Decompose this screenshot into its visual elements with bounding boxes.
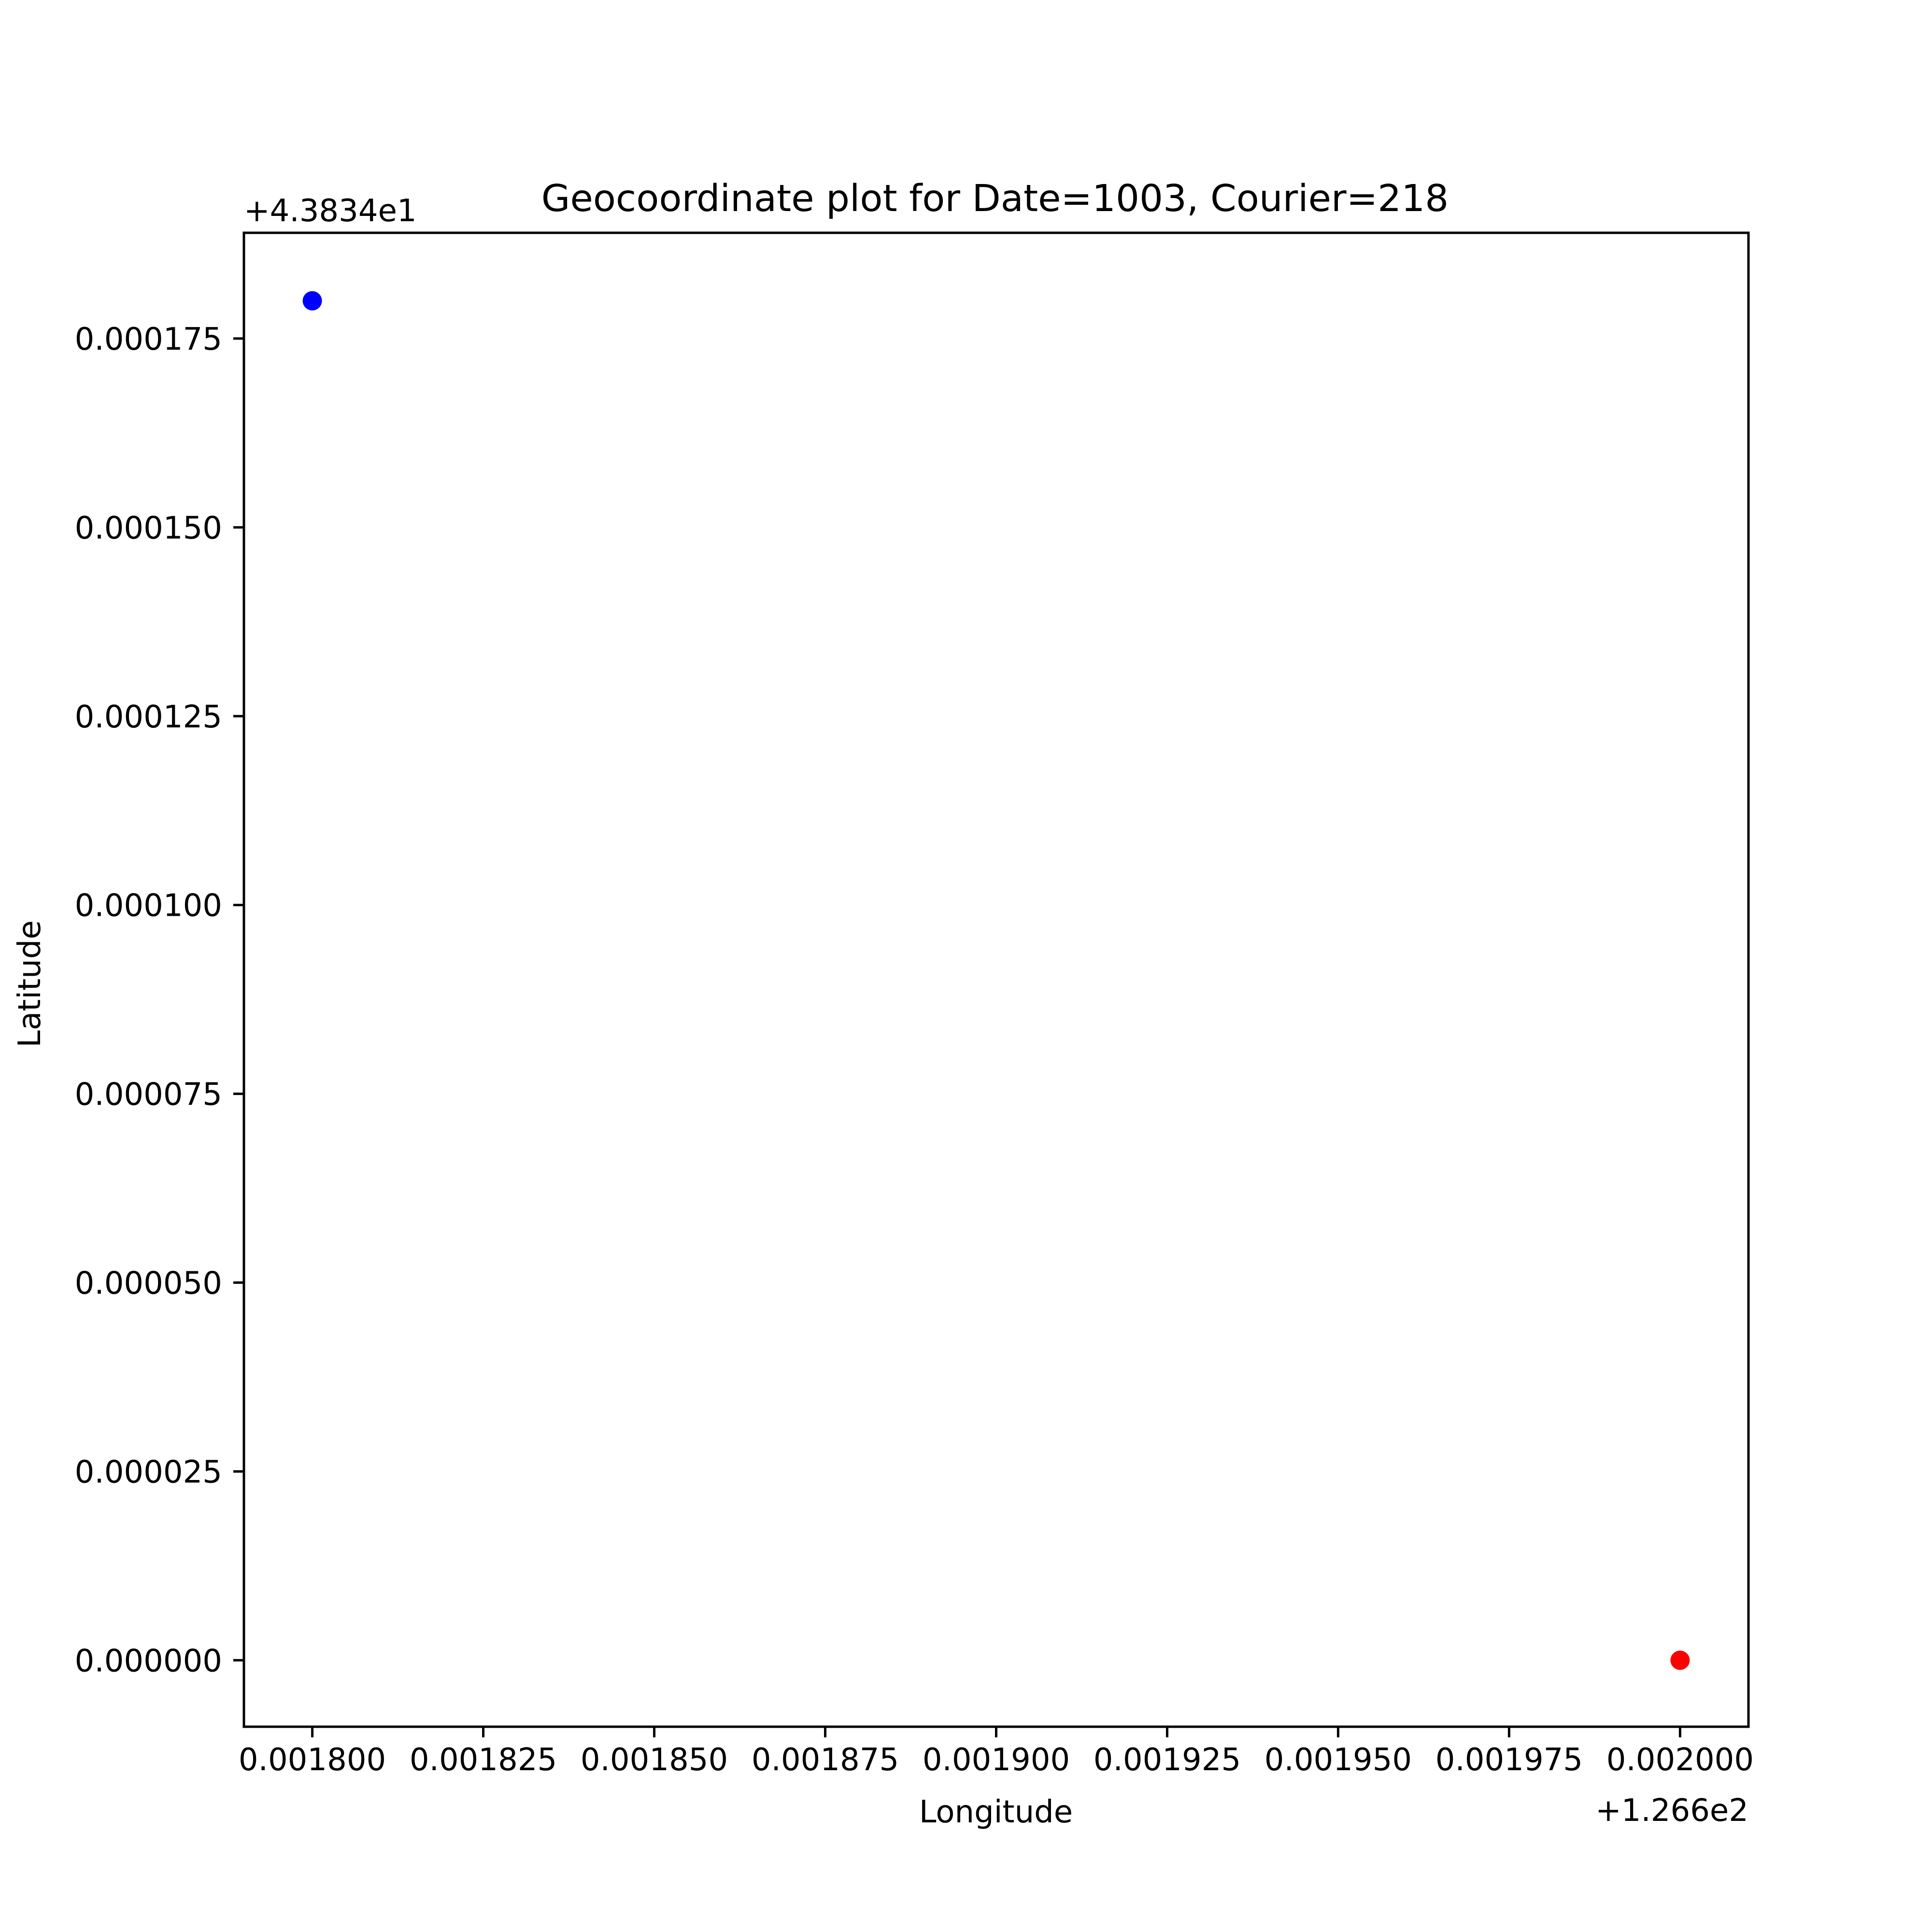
x-tick-label: 0.001925 <box>1094 1742 1241 1778</box>
x-axis: 0.001800 0.001825 0.001850 0.001875 0.001900… <box>239 1727 1754 1778</box>
plot-area <box>302 291 1690 1670</box>
x-tick-label: 0.001800 <box>239 1742 386 1778</box>
y-tick-label: 0.000175 <box>75 322 222 357</box>
x-tick-label: 0.001950 <box>1264 1742 1412 1778</box>
x-tick-label: 0.001875 <box>752 1742 899 1778</box>
x-tick-label: 0.001900 <box>923 1742 1070 1778</box>
x-tick-label: 0.001975 <box>1435 1742 1583 1778</box>
x-tick-label: 0.002000 <box>1606 1742 1754 1778</box>
scatter-point <box>1670 1650 1690 1670</box>
chart-title: Geocoordinate plot for Date=1003, Courie… <box>541 177 1449 220</box>
scatter-point <box>302 291 322 311</box>
y-axis-label: Latitude <box>12 920 48 1047</box>
y-tick-label: 0.000075 <box>75 1077 222 1113</box>
x-axis-label: Longitude <box>919 1794 1073 1830</box>
y-axis: 0.000000 0.000025 0.000050 0.000075 0.000100… <box>75 322 244 1679</box>
y-offset-label: +4.3834e1 <box>244 193 417 229</box>
y-tick-label: 0.000150 <box>75 511 222 546</box>
x-tick-label: 0.001825 <box>410 1742 557 1778</box>
y-tick-label: 0.000100 <box>75 888 222 924</box>
y-tick-label: 0.000025 <box>75 1454 222 1490</box>
x-tick-label: 0.001850 <box>581 1742 728 1778</box>
x-offset-label: +1.266e2 <box>1595 1793 1748 1829</box>
y-tick-label: 0.000000 <box>75 1643 222 1679</box>
y-tick-label: 0.000050 <box>75 1266 222 1302</box>
y-tick-label: 0.000125 <box>75 699 222 735</box>
